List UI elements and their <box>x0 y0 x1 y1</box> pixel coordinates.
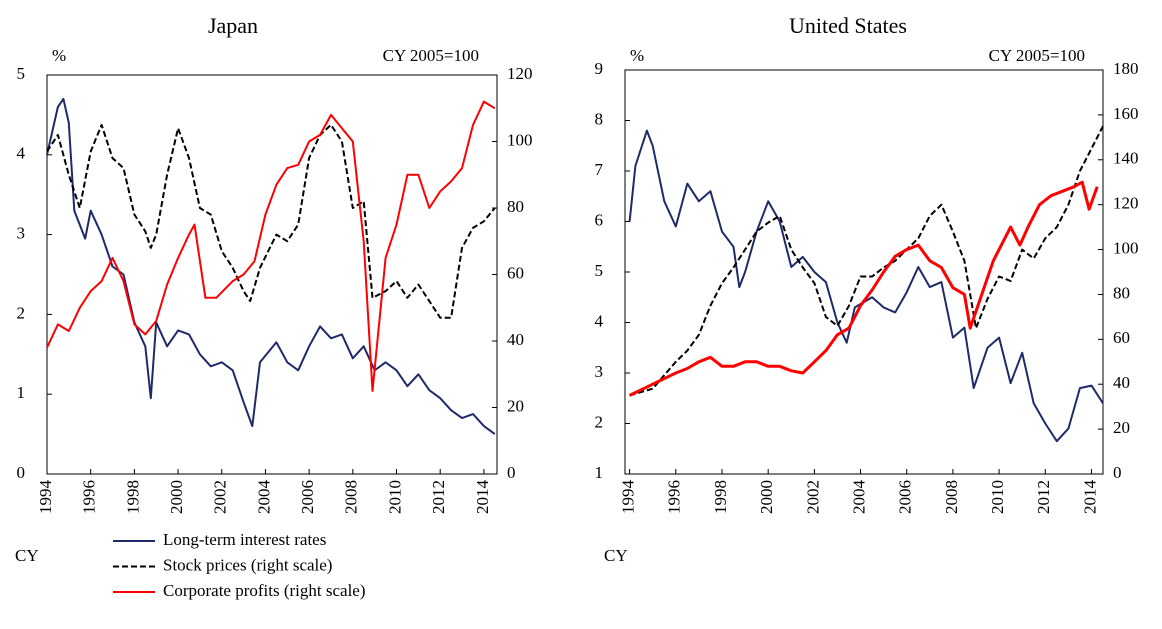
y2-tick-label: 60 <box>1113 328 1130 347</box>
y2-tick-label: 100 <box>507 130 533 149</box>
x-tick-label: 2006 <box>298 480 317 514</box>
x-tick-label: 2000 <box>167 480 186 514</box>
y2-tick-label: 180 <box>1113 59 1139 78</box>
series-line <box>46 123 496 319</box>
y2-tick-label: 40 <box>1113 373 1130 392</box>
y2-tick-label: 80 <box>507 197 524 216</box>
x-tick-label: 1998 <box>123 480 142 514</box>
y-tick-label: 3 <box>17 224 26 243</box>
y-tick-label: 5 <box>17 64 26 83</box>
y2-axis-label: CY 2005=100 <box>989 46 1085 65</box>
y-tick-label: 1 <box>595 463 604 482</box>
y2-tick-label: 20 <box>507 396 524 415</box>
x-tick-label: 2008 <box>942 480 961 514</box>
x-tick-label: 2002 <box>211 480 230 514</box>
x-axis-label: CY <box>15 546 39 565</box>
chart-title: Japan <box>208 13 258 38</box>
y2-tick-label: 60 <box>507 263 524 282</box>
legend-label: Corporate profits (right scale) <box>163 581 366 600</box>
series-line <box>628 180 1099 397</box>
series-line <box>628 129 1104 443</box>
x-tick-label: 1994 <box>619 480 638 515</box>
x-tick-label: 2010 <box>385 480 404 514</box>
y-tick-label: 5 <box>595 261 604 280</box>
x-tick-label: 1994 <box>36 480 55 515</box>
legend-label: Long-term interest rates <box>163 530 326 549</box>
x-tick-label: 2012 <box>429 480 448 514</box>
plot-frame <box>46 74 498 475</box>
y2-tick-label: 40 <box>507 330 524 349</box>
y2-tick-label: 80 <box>1113 283 1130 302</box>
x-tick-label: 1996 <box>665 480 684 514</box>
y2-tick-label: 120 <box>1113 194 1139 213</box>
y-tick-label: 1 <box>17 383 26 402</box>
y-axis-label: % <box>630 46 644 65</box>
x-tick-label: 2002 <box>803 480 822 514</box>
x-tick-label: 2004 <box>254 480 273 515</box>
y-tick-label: 9 <box>595 59 604 78</box>
y2-tick-label: 20 <box>1113 418 1130 437</box>
x-tick-label: 1998 <box>711 480 730 514</box>
x-tick-label: 2010 <box>988 480 1007 514</box>
series-line <box>629 125 1104 397</box>
x-tick-label: 2008 <box>342 480 361 514</box>
y-tick-label: 0 <box>17 463 26 482</box>
y2-tick-label: 140 <box>1113 149 1139 168</box>
x-tick-label: 1996 <box>80 480 99 514</box>
series-line <box>46 100 496 392</box>
x-tick-label: 2014 <box>1080 480 1099 515</box>
y2-tick-label: 100 <box>1113 238 1139 257</box>
y-tick-label: 3 <box>595 362 604 381</box>
x-axis-label: CY <box>604 546 628 565</box>
x-tick-label: 2012 <box>1034 480 1053 514</box>
y-axis-label: % <box>52 46 66 65</box>
x-tick-label: 2000 <box>757 480 776 514</box>
y2-tick-label: 0 <box>1113 463 1122 482</box>
y-tick-label: 4 <box>17 144 26 163</box>
y-tick-label: 4 <box>595 311 604 330</box>
x-tick-label: 2006 <box>896 480 915 514</box>
chart-title: United States <box>789 13 907 38</box>
y2-tick-label: 0 <box>507 463 516 482</box>
y2-tick-label: 160 <box>1113 104 1139 123</box>
y2-axis-label: CY 2005=100 <box>383 46 479 65</box>
y-tick-label: 2 <box>17 303 26 322</box>
y-tick-label: 6 <box>595 210 604 229</box>
series-line <box>46 97 496 435</box>
y-tick-label: 7 <box>595 160 604 179</box>
y-tick-label: 8 <box>595 109 604 128</box>
legend-label: Stock prices (right scale) <box>163 555 332 574</box>
plot-frame <box>624 69 1104 475</box>
x-tick-label: 2004 <box>849 480 868 515</box>
y-tick-label: 2 <box>595 412 604 431</box>
x-tick-label: 2014 <box>473 479 492 514</box>
y2-tick-label: 120 <box>507 64 533 83</box>
